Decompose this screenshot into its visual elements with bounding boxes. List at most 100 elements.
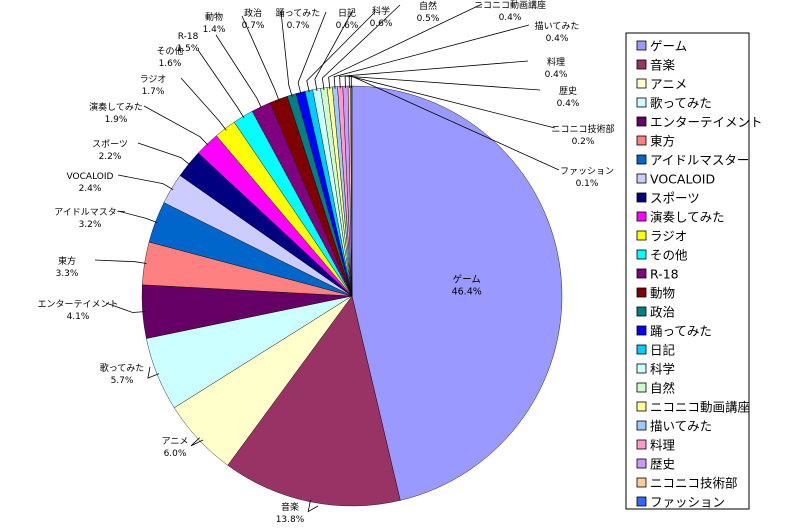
legend-label-5: 東方 <box>650 134 675 149</box>
legend-frame <box>625 32 750 510</box>
legend-label-20: 描いてみた <box>650 419 712 434</box>
legend-swatch-21 <box>636 439 647 450</box>
leader-line-23 <box>348 75 556 129</box>
slice-label-value-11: 1.6% <box>159 59 182 69</box>
leader-line-12 <box>215 34 263 109</box>
pie-slices <box>141 85 563 507</box>
legend-swatch-7 <box>636 173 647 184</box>
slice-label-name-20: 描いてみた <box>535 20 580 32</box>
leader-line-14 <box>280 11 293 97</box>
slice-label-value-16: 0.6% <box>336 21 359 31</box>
leader-line-3 <box>147 366 160 379</box>
legend-label-8: スポーツ <box>650 191 700 206</box>
legend-swatch-3 <box>636 97 647 108</box>
leader-line-16 <box>306 11 376 93</box>
slice-label-value-2: 6.0% <box>164 449 187 459</box>
slice-label-name-14: 政治 <box>244 7 262 19</box>
leader-line-11 <box>197 49 245 119</box>
legend-label-10: ラジオ <box>650 229 687 244</box>
slice-label-name-24: ファッション <box>560 167 614 177</box>
slice-label-value-22: 0.4% <box>557 99 580 109</box>
leader-line-4 <box>105 302 145 313</box>
slice-label-value-3: 5.7% <box>111 376 134 386</box>
slice-label-value-7: 2.4% <box>79 184 102 194</box>
leader-line-9 <box>143 105 209 146</box>
leader-line-5 <box>94 259 147 264</box>
slice-label-value-17: 0.6% <box>370 19 393 29</box>
leader-line-19 <box>328 3 483 90</box>
legend-label-21: 料理 <box>650 438 676 453</box>
pie-slice-0 <box>351 85 563 501</box>
slice-label-value-14: 0.7% <box>242 21 265 31</box>
slice-label-name-7: VOCALOID <box>67 172 114 182</box>
legend-swatch-22 <box>636 458 647 469</box>
slice-label-name-5: 東方 <box>58 255 76 267</box>
slice-label-value-13: 1.4% <box>203 25 226 35</box>
legend-label-7: VOCALOID <box>650 172 715 187</box>
legend-label-11: その他 <box>650 248 688 263</box>
legend-label-19: ニコニコ動画講座 <box>650 400 750 415</box>
leader-line-24 <box>350 75 560 171</box>
leader-line-20 <box>333 24 530 89</box>
legend-swatch-8 <box>636 192 647 203</box>
legend-label-14: 政治 <box>650 305 675 320</box>
leader-lines <box>94 3 560 513</box>
legend-swatch-5 <box>636 135 647 146</box>
legend-label-6: アイドルマスター <box>650 153 749 168</box>
slice-label-value-1: 13.8% <box>276 515 305 525</box>
legend-label-22: 歴史 <box>650 457 676 472</box>
slice-label-name-16: 日記 <box>338 7 356 19</box>
leader-line-15 <box>297 11 327 95</box>
slice-label-value-4: 4.1% <box>67 312 90 322</box>
slice-label-value-15: 0.7% <box>287 21 310 31</box>
slice-label-value-24: 0.1% <box>576 179 599 189</box>
legend-label-2: アニメ <box>650 77 687 92</box>
slice-label-value-6: 3.2% <box>79 220 102 230</box>
legend-swatch-10 <box>636 230 647 241</box>
legend-label-13: 動物 <box>650 286 675 301</box>
slice-label-value-5: 3.3% <box>56 269 79 279</box>
leader-line-17 <box>314 9 354 92</box>
slice-label-value-9: 1.9% <box>105 115 128 125</box>
leader-line-2 <box>190 437 204 447</box>
legend-swatch-6 <box>636 154 647 165</box>
leader-line-7 <box>117 174 174 191</box>
leader-line-22 <box>344 75 541 91</box>
slice-label-value-23: 0.2% <box>572 137 595 147</box>
slice-label-name-12: R-18 <box>178 32 199 42</box>
slice-label-name-18: 自然 <box>419 0 437 12</box>
legend-swatch-0 <box>636 40 647 51</box>
legend-swatch-13 <box>636 287 647 298</box>
slice-label-name-2: アニメ <box>162 437 189 447</box>
leader-line-18 <box>321 4 401 90</box>
slice-label-value-12: 1.5% <box>177 44 200 54</box>
slice-label-name-11: その他 <box>156 45 183 57</box>
legend-swatch-20 <box>636 420 647 431</box>
legend-swatch-23 <box>636 477 647 488</box>
slice-label-name-13: 動物 <box>205 11 223 23</box>
slice-label-value-0: 46.4% <box>452 287 482 298</box>
legend-swatch-16 <box>636 344 647 355</box>
legend-label-3: 歌ってみた <box>650 96 712 111</box>
legend-label-1: 音楽 <box>650 58 676 73</box>
legend-swatch-24 <box>636 496 647 507</box>
leader-line-1 <box>307 499 319 513</box>
legend-swatch-9 <box>636 211 647 222</box>
legend-swatch-1 <box>636 59 647 70</box>
slice-label-name-22: 歴史 <box>559 85 577 97</box>
legend-label-12: R-18 <box>650 267 679 282</box>
leader-line-21 <box>339 60 529 89</box>
legend-swatch-19 <box>636 401 647 412</box>
legend-label-15: 踊ってみた <box>650 324 712 339</box>
legend-swatch-17 <box>636 363 647 374</box>
legend-label-4: エンターテイメント <box>650 115 763 130</box>
slice-label-name-21: 料理 <box>547 56 565 68</box>
slice-label-name-23: ニコニコ技術部 <box>551 123 614 135</box>
slice-label-value-8: 2.2% <box>99 152 122 162</box>
slice-label-name-19: ニコニコ動画講座 <box>474 0 546 11</box>
legend-label-18: 自然 <box>650 381 675 396</box>
legend-label-0: ゲーム <box>650 39 687 54</box>
slice-label-name-0: ゲーム <box>453 274 481 286</box>
